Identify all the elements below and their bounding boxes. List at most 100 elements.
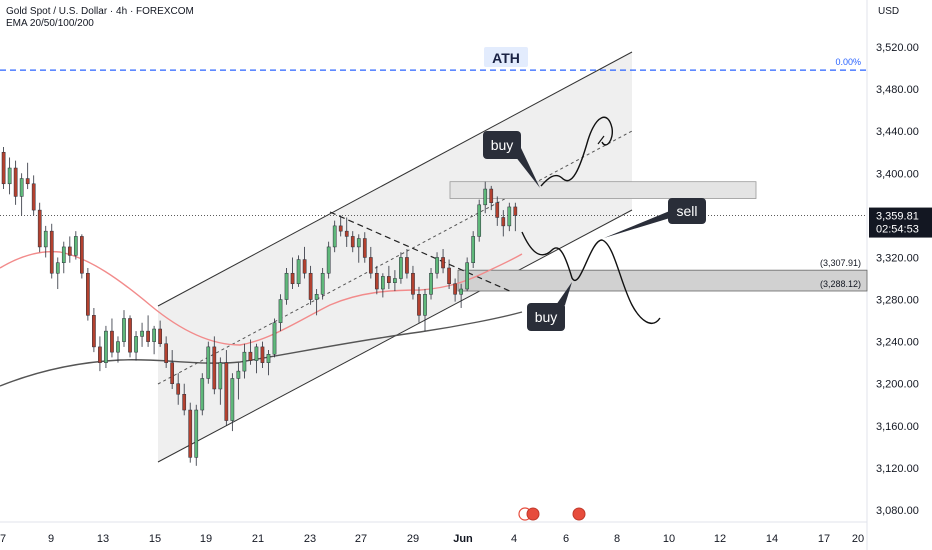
candle-body: [122, 318, 126, 342]
axis-layer: 3,080.00 3,120.00 3,160.00 3,200.00 3,240.00…: [0, 42, 932, 545]
candle: [477, 199, 482, 242]
candle-body: [332, 225, 337, 248]
candle: [92, 307, 96, 353]
candle: [152, 325, 156, 355]
currency-label: USD: [878, 6, 899, 17]
candle-body: [465, 262, 469, 290]
candle-body: [272, 322, 277, 355]
candle: [459, 283, 463, 308]
candle-body: [435, 257, 439, 274]
candle-body: [344, 230, 349, 237]
price-tick-label: 3,160.00: [876, 421, 919, 433]
candle: [248, 339, 253, 365]
candle: [224, 350, 229, 426]
candle-body: [73, 236, 78, 256]
candle: [176, 373, 181, 405]
candle-body: [368, 257, 373, 274]
candle-body: [393, 278, 397, 283]
candle-body: [441, 257, 445, 269]
candle-body: [284, 272, 289, 300]
candle: [495, 196, 500, 226]
candle: [13, 160, 18, 205]
candle: [513, 202, 518, 232]
time-tick-label: 12: [714, 533, 726, 545]
candle-body: [471, 236, 476, 263]
fib-label: 0.00%: [835, 57, 861, 67]
time-tick-label: 9: [48, 533, 54, 545]
callout-buy-top[interactable]: buy: [483, 131, 540, 188]
candle-body: [218, 362, 223, 390]
candle-body: [49, 230, 54, 274]
price-tick-label: 3,200.00: [876, 379, 919, 391]
candle-body: [92, 315, 96, 348]
candle: [104, 325, 108, 368]
candle-body: [164, 343, 168, 363]
candle: [200, 373, 205, 416]
candle: [110, 318, 114, 358]
candle: [423, 289, 427, 332]
candle-body: [320, 272, 325, 295]
candle-body: [278, 299, 283, 323]
candle: [471, 231, 476, 268]
chart-title: Gold Spot / U.S. Dollar · 4h · FOREXCOM: [6, 6, 194, 17]
candle: [441, 249, 445, 274]
candle: [314, 289, 319, 316]
candle: [260, 341, 265, 368]
price-axis-panel[interactable]: [867, 0, 932, 550]
candle: [399, 252, 403, 284]
callout-buy-bottom[interactable]: buy: [527, 282, 572, 331]
candle-body: [248, 351, 253, 361]
candle: [1, 146, 6, 190]
candle: [429, 267, 433, 300]
ath-label-box: [484, 47, 528, 67]
candle: [308, 265, 313, 305]
candle-body: [513, 206, 518, 216]
candle: [296, 255, 301, 287]
candle: [393, 270, 397, 292]
candle: [242, 343, 247, 379]
candle-body: [13, 167, 18, 197]
callout-buy-bottom-label: buy: [535, 309, 558, 325]
price-tick-label: 3,240.00: [876, 337, 919, 349]
candle: [381, 273, 385, 298]
candle-body: [170, 362, 175, 384]
candle-body: [86, 272, 90, 316]
candle: [374, 265, 379, 295]
candle: [86, 267, 90, 321]
resistance-zone[interactable]: [449, 181, 757, 199]
callout-sell[interactable]: sell: [604, 198, 706, 238]
time-tick-label: 14: [766, 533, 778, 545]
candle: [417, 286, 421, 323]
flag-icon[interactable]: [572, 507, 586, 521]
candle-body: [387, 276, 391, 283]
candle-body: [104, 330, 108, 363]
candle-body: [447, 267, 451, 285]
price-tick-label: 3,400.00: [876, 168, 919, 180]
price-tick-label: 3,440.00: [876, 126, 919, 138]
candle-body: [350, 236, 355, 248]
callout-sell-pointer: [604, 210, 672, 238]
candle-body: [429, 272, 433, 295]
zone-upper-label: (3,307.91): [820, 258, 861, 268]
ema-50-line: [0, 250, 523, 346]
flag-icon[interactable]: [526, 507, 540, 521]
candle: [19, 173, 24, 216]
callout-buy-top-pointer: [515, 148, 540, 188]
zone-lower-label: (3,288.12): [820, 279, 861, 289]
candle-body: [296, 259, 301, 285]
support-zone[interactable]: [457, 269, 868, 292]
candle: [146, 315, 150, 347]
channel-upper-line[interactable]: [157, 51, 633, 307]
candle-body: [200, 378, 205, 411]
candle: [507, 202, 512, 232]
trend-dashed-line[interactable]: [329, 211, 513, 293]
candle-body: [55, 262, 60, 274]
candle-body: [374, 272, 379, 290]
callout-buy-top-box: [483, 131, 521, 159]
candle-body: [158, 328, 162, 344]
candle: [356, 234, 361, 263]
candle: [49, 223, 54, 279]
time-tick-label: 15: [149, 533, 161, 545]
